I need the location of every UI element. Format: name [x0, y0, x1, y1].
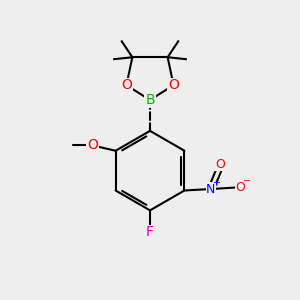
Text: B: B — [145, 93, 155, 107]
Text: +: + — [212, 178, 220, 188]
Text: −: − — [243, 176, 251, 186]
Text: F: F — [146, 225, 154, 239]
Text: O: O — [87, 138, 98, 152]
Text: N: N — [206, 182, 216, 196]
Text: O: O — [236, 181, 245, 194]
Text: O: O — [168, 78, 179, 92]
Text: O: O — [215, 158, 225, 171]
Text: O: O — [121, 78, 132, 92]
